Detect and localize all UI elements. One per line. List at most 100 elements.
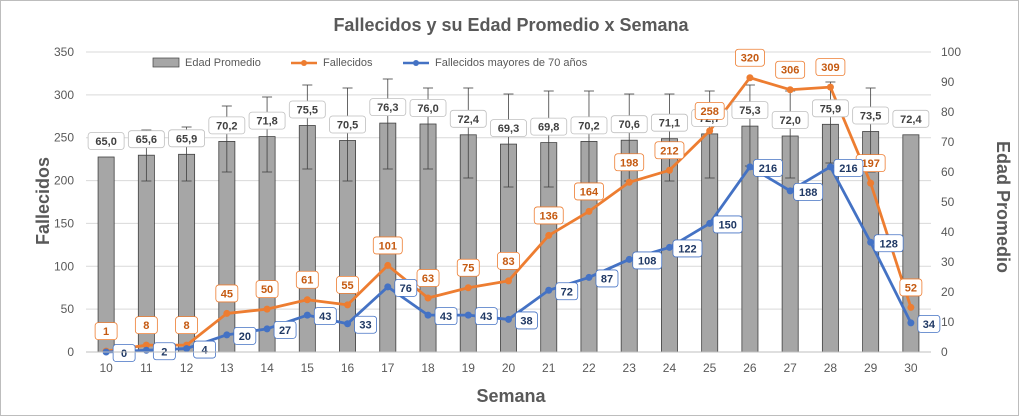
fallecidos-value-label: 1 bbox=[103, 326, 109, 338]
fallecidos-point bbox=[344, 301, 352, 309]
y-tick-label: 250 bbox=[54, 131, 74, 145]
fallecidos-value-label-box bbox=[694, 101, 725, 120]
bar-value-label-box bbox=[771, 111, 809, 129]
mayores70-point bbox=[746, 163, 754, 171]
x-tick-label: 12 bbox=[180, 361, 194, 375]
mayores70-point bbox=[384, 283, 392, 291]
fallecidos-value-label: 52 bbox=[905, 282, 917, 294]
fallecidos-value-label-box bbox=[574, 182, 604, 201]
x-tick-label: 28 bbox=[824, 361, 838, 375]
fallecidos-value-label: 198 bbox=[620, 157, 638, 169]
x-tick-label: 20 bbox=[502, 361, 516, 375]
fallecidos-value-label: 83 bbox=[502, 256, 514, 268]
legend-swatch-edad bbox=[152, 57, 180, 68]
x-tick-label: 27 bbox=[783, 361, 797, 375]
fallecidos-value-label-box bbox=[134, 316, 158, 335]
y-tick-label: 200 bbox=[54, 174, 74, 188]
y-tick-label: 100 bbox=[54, 259, 74, 273]
bar-value-label-box bbox=[329, 115, 366, 134]
mayores70-value-label-box bbox=[112, 344, 136, 362]
y-tick-label: 0 bbox=[67, 345, 74, 359]
mayores70-value-label-box bbox=[833, 158, 864, 177]
bar-value-label-box bbox=[892, 109, 930, 128]
bar-value-label-box bbox=[208, 116, 246, 135]
bar-value-label: 75,5 bbox=[297, 105, 318, 117]
fallecidos-point bbox=[746, 74, 754, 82]
fallecidos-value-label: 50 bbox=[261, 284, 273, 296]
bar-value-label-box bbox=[248, 111, 286, 130]
legend-marker-fallecidos bbox=[301, 60, 307, 66]
y2-tick-label: 90 bbox=[941, 75, 955, 89]
fallecidos-value-label: 45 bbox=[221, 288, 233, 300]
bar-value-label: 70,5 bbox=[337, 120, 358, 132]
fallecidos-value-label: 212 bbox=[660, 145, 678, 157]
mayores70-value-label: 34 bbox=[923, 319, 936, 331]
y-tick-label: 150 bbox=[54, 216, 74, 230]
y2-tick-label: 10 bbox=[941, 315, 955, 329]
fallecidos-point bbox=[545, 231, 553, 239]
legend-label-edad: Edad Promedio bbox=[185, 57, 261, 69]
bar-value-label: 70,2 bbox=[578, 120, 599, 132]
fallecidos-value-label-box bbox=[416, 269, 440, 287]
mayores70-point bbox=[464, 311, 472, 319]
bar-value-label: 75,9 bbox=[820, 103, 841, 115]
fallecidos-value-label: 75 bbox=[462, 263, 474, 275]
y2-tick-label: 100 bbox=[941, 45, 961, 59]
mayores70-value-label-box bbox=[394, 278, 418, 297]
bar-value-label-box bbox=[530, 117, 568, 136]
mayores70-value-label: 150 bbox=[719, 219, 737, 231]
bar-value-label: 69,8 bbox=[538, 122, 559, 134]
bar-value-label: 70,6 bbox=[619, 119, 640, 131]
fallecidos-value-label: 197 bbox=[861, 158, 879, 170]
mayores70-point bbox=[585, 273, 593, 281]
mayores70-point bbox=[867, 238, 875, 246]
mayores70-value-label-box bbox=[595, 269, 619, 288]
mayores70-value-label-box bbox=[434, 307, 458, 326]
bar-value-label: 65,0 bbox=[95, 136, 116, 148]
mayores70-value-label-box bbox=[753, 158, 783, 177]
mayores70-value-label-box bbox=[793, 182, 824, 201]
line-series bbox=[102, 74, 915, 356]
bar-value-label-box bbox=[812, 99, 849, 118]
mayores70-value-label-box bbox=[917, 314, 941, 333]
mayores70-value-label: 20 bbox=[239, 331, 251, 343]
x-axis-title: Semana bbox=[476, 386, 546, 406]
fallecidos-point bbox=[665, 166, 673, 174]
bar-value-label-box bbox=[87, 132, 125, 150]
x-tick-label: 22 bbox=[582, 361, 596, 375]
x-tick-label: 24 bbox=[663, 361, 677, 375]
fallecidos-value-label-box bbox=[94, 322, 118, 341]
mayores70-value-label: 43 bbox=[480, 311, 492, 323]
x-tick-label: 29 bbox=[864, 361, 878, 375]
x-tick-label: 11 bbox=[140, 361, 153, 375]
fallecidos-point bbox=[384, 261, 392, 269]
bar-value-label: 65,9 bbox=[176, 133, 197, 145]
y2-tick-label: 80 bbox=[941, 105, 955, 119]
y2-tick-label: 50 bbox=[941, 195, 955, 209]
fallecidos-value-label-box bbox=[295, 270, 319, 289]
error-bars bbox=[141, 78, 876, 188]
fallecidos-value-label-box bbox=[336, 275, 359, 294]
bar-value-label-box bbox=[651, 113, 688, 132]
fallecidos-point bbox=[585, 207, 593, 215]
x-tick-label: 15 bbox=[301, 361, 315, 375]
mayores70-value-label: 43 bbox=[319, 311, 331, 323]
x-tick-label: 25 bbox=[703, 361, 717, 375]
x-tick-label: 14 bbox=[260, 361, 274, 375]
mayores70-value-label-box bbox=[313, 307, 337, 326]
x-tick-label: 10 bbox=[99, 361, 113, 375]
mayores70-value-label: 27 bbox=[279, 325, 291, 337]
y2-tick-label: 30 bbox=[941, 255, 955, 269]
bar bbox=[218, 140, 236, 353]
bar-value-label-box bbox=[369, 98, 407, 116]
mayores70-value-label-box bbox=[152, 342, 176, 361]
mayores70-value-label: 0 bbox=[121, 348, 127, 360]
bar-value-label-box bbox=[449, 109, 487, 128]
x-tick-label: 17 bbox=[381, 361, 395, 375]
x-tick-label: 26 bbox=[743, 361, 757, 375]
bar-value-label: 65,6 bbox=[136, 134, 157, 146]
fallecidos-point bbox=[142, 341, 150, 349]
mayores70-value-label-box bbox=[632, 251, 663, 270]
mayores70-point bbox=[424, 311, 432, 319]
y2-axis-title: Edad Promedio bbox=[993, 141, 1013, 273]
